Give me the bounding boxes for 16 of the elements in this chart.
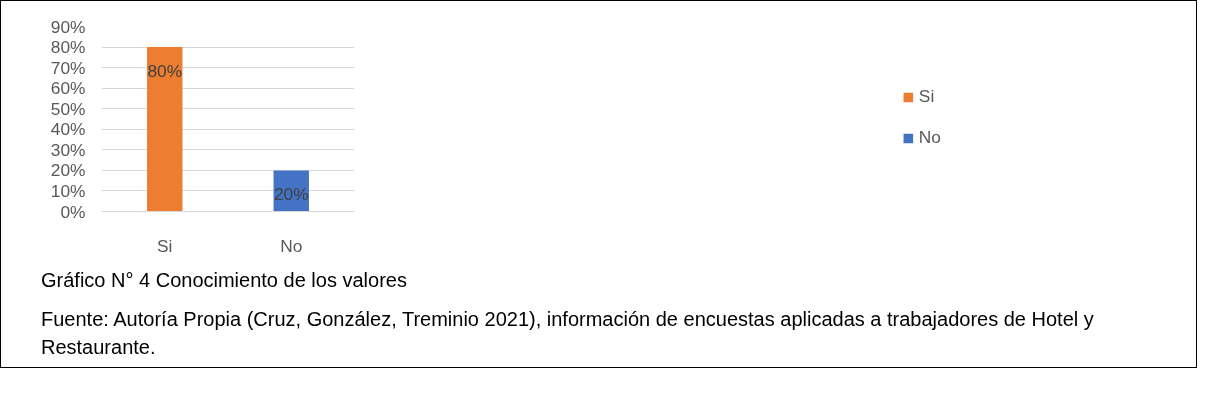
text: Gráfico N° 4 Conocimiento de los valores (41, 268, 407, 293)
y-tick-label: 50% (50, 98, 86, 119)
data-label: 80% (147, 61, 183, 82)
y-tick-label: 70% (50, 57, 86, 78)
y-tick-label: 90% (50, 16, 86, 37)
y-tick-label: 10% (50, 180, 86, 201)
y-tick-label: 80% (50, 37, 86, 58)
y-tick-label: 20% (50, 160, 86, 181)
legend-label: Si (918, 86, 936, 107)
source-note: Fuente: Autoría Propia (Cruz, González, Treminio 2021), información de encuestas aplicadas a trabajadores de Hotel y Restaurante. (41, 306, 1095, 361)
y-tick-label: 60% (50, 78, 86, 99)
y-tick-label: 30% (50, 139, 86, 160)
y-tick-label: 40% (50, 119, 86, 140)
legend-label: No (918, 127, 941, 148)
data-label: 20% (273, 184, 309, 205)
y-tick-label: 0% (60, 201, 86, 222)
